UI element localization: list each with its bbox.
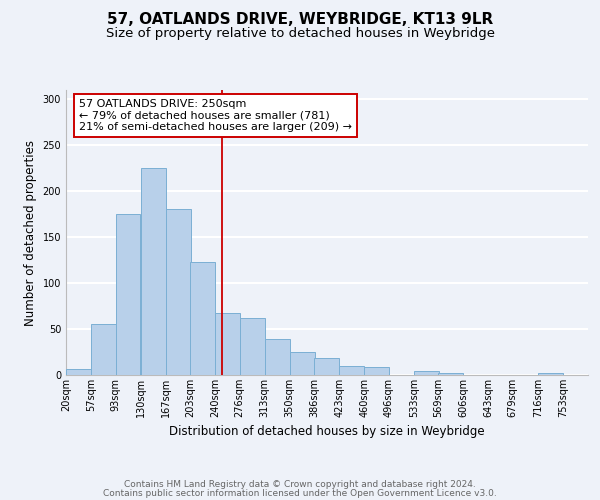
Bar [116, 214, 140, 375]
Bar [166, 208, 191, 375]
Text: Size of property relative to detached houses in Weybridge: Size of property relative to detached ho… [106, 28, 494, 40]
Y-axis label: Number of detached properties: Number of detached properties [24, 140, 37, 326]
Bar [265, 339, 290, 375]
Bar [314, 358, 339, 375]
Bar [66, 368, 91, 375]
Text: Contains HM Land Registry data © Crown copyright and database right 2024.: Contains HM Land Registry data © Crown c… [124, 480, 476, 489]
X-axis label: Distribution of detached houses by size in Weybridge: Distribution of detached houses by size … [169, 426, 485, 438]
Bar [290, 352, 314, 375]
Bar [538, 373, 563, 375]
Bar [215, 314, 240, 375]
Bar [438, 373, 463, 375]
Bar [91, 324, 116, 375]
Bar [190, 262, 215, 375]
Text: 57 OATLANDS DRIVE: 250sqm
← 79% of detached houses are smaller (781)
21% of semi: 57 OATLANDS DRIVE: 250sqm ← 79% of detac… [79, 98, 352, 132]
Bar [364, 366, 389, 375]
Text: 57, OATLANDS DRIVE, WEYBRIDGE, KT13 9LR: 57, OATLANDS DRIVE, WEYBRIDGE, KT13 9LR [107, 12, 493, 28]
Bar [340, 366, 364, 375]
Bar [239, 318, 265, 375]
Text: Contains public sector information licensed under the Open Government Licence v3: Contains public sector information licen… [103, 488, 497, 498]
Bar [414, 372, 439, 375]
Bar [140, 168, 166, 375]
